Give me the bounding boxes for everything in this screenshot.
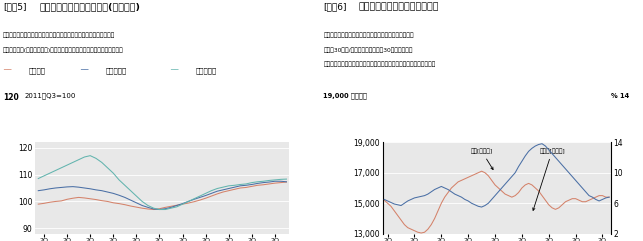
Text: シングル: シングル xyxy=(29,67,46,74)
Text: ──: ── xyxy=(80,67,89,74)
Text: 2011年Q3=100: 2011年Q3=100 xyxy=(24,93,76,99)
Text: ファミリー: ファミリー xyxy=(196,67,217,74)
Text: コンパクト: コンパクト xyxy=(106,67,127,74)
Text: [図表5]: [図表5] xyxy=(3,2,27,11)
Text: 19,000 円／月坪: 19,000 円／月坪 xyxy=(323,93,367,99)
Text: インデックス(総合・連鎖型)」のデータを基にニッセイ基礎研究所が作成: インデックス(総合・連鎖型)」のデータを基にニッセイ基礎研究所が作成 xyxy=(3,47,124,53)
Text: % 14: % 14 xyxy=(611,93,629,99)
Text: 空室率[右目盛]: 空室率[右目盛] xyxy=(532,148,565,210)
Text: 賃料が30万円/月または専有面積が30坪以上のもの: 賃料が30万円/月または専有面積が30坪以上のもの xyxy=(323,47,413,53)
Text: 東京のマンション賃料指数(タイプ別): 東京のマンション賃料指数(タイプ別) xyxy=(40,2,141,11)
Text: 120: 120 xyxy=(3,93,19,102)
Text: 出所：三井住友トラスト基礎研究所・アットホーム「マンション賃料: 出所：三井住友トラスト基礎研究所・アットホーム「マンション賃料 xyxy=(3,33,116,38)
Text: 東京の高級賃貸マンション市場: 東京の高級賃貸マンション市場 xyxy=(359,2,439,11)
Text: 賃料[左目盛]: 賃料[左目盛] xyxy=(471,148,493,170)
Text: 出所：ケン不動産投資顧問のデータを基にニッセイ基礎研究所が作成: 出所：ケン不動産投資顧問のデータを基にニッセイ基礎研究所が作成 xyxy=(323,61,436,67)
Text: ──: ── xyxy=(3,67,12,74)
Text: 注：期間中にケンコーポレーションで契約されたうち、: 注：期間中にケンコーポレーションで契約されたうち、 xyxy=(323,33,414,38)
Text: [図表6]: [図表6] xyxy=(323,2,347,11)
Text: ──: ── xyxy=(170,67,179,74)
